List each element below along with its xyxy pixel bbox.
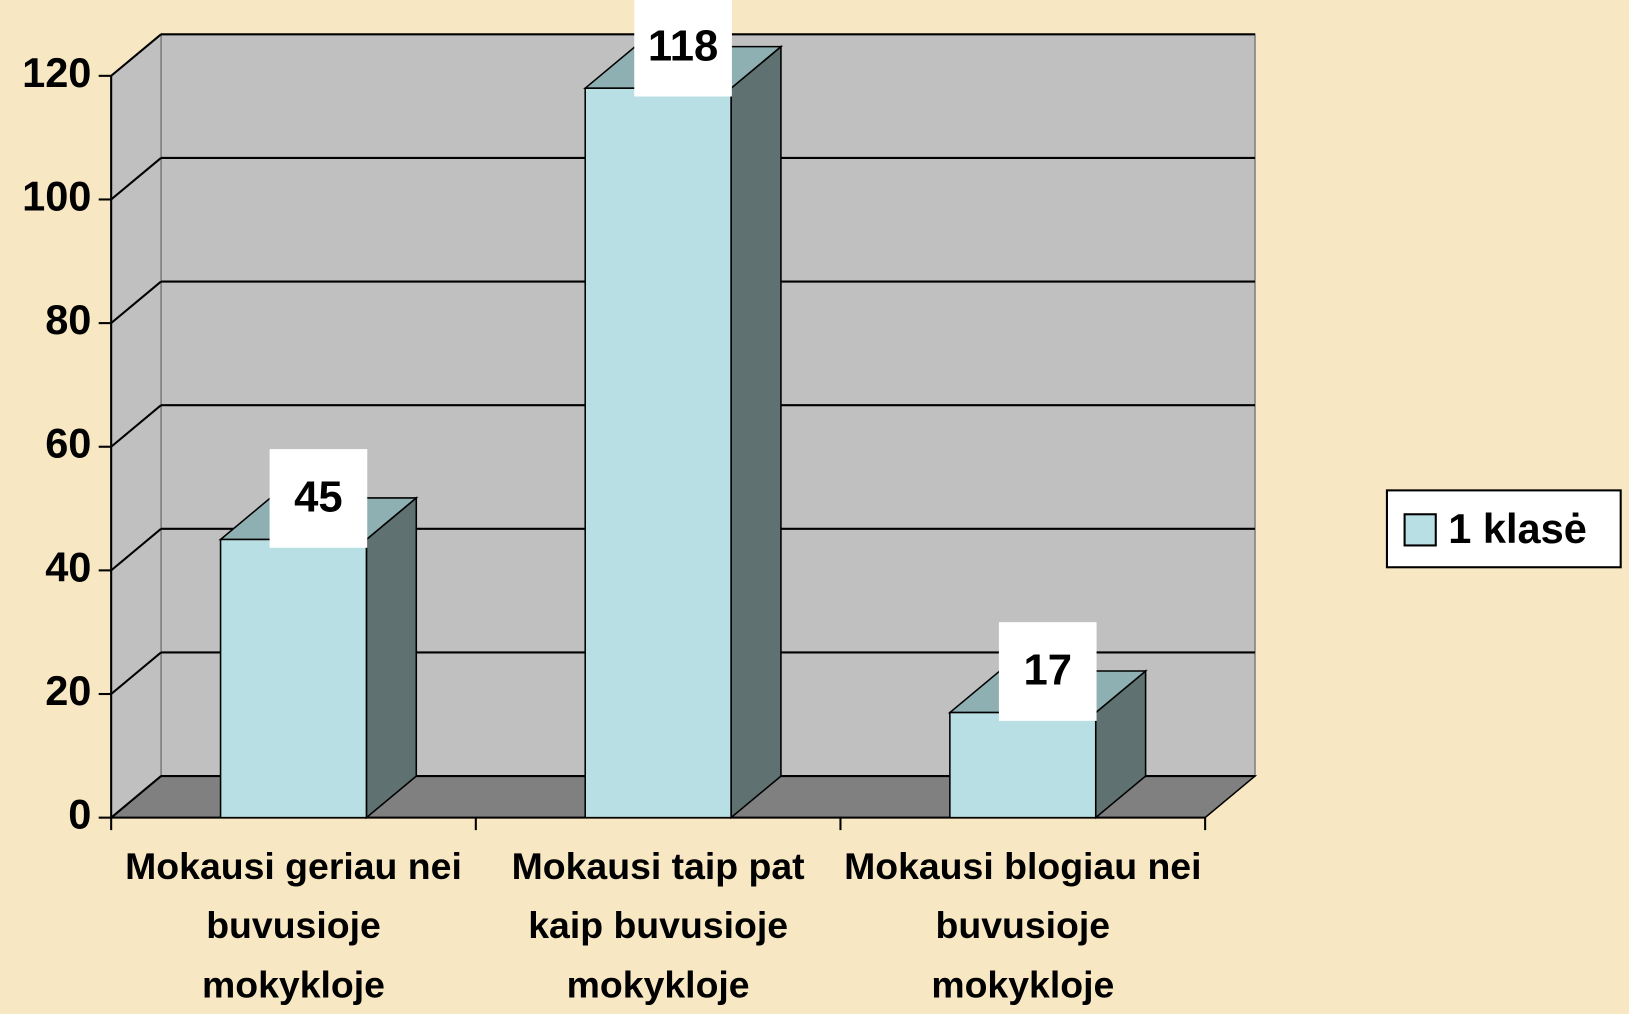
value-label-box — [998, 622, 1097, 721]
y-tick-label: 80 — [45, 296, 91, 343]
grid-line-side — [110, 280, 162, 324]
grid-line-side — [110, 775, 162, 819]
value-label-box — [634, 0, 732, 97]
grid-line-side — [110, 528, 162, 572]
grid-line-side — [110, 651, 162, 695]
y-tick-label: 40 — [45, 543, 91, 590]
bar-side — [730, 44, 782, 820]
value-label: 45 — [294, 474, 343, 522]
x-tick-label: Mokausi blogiau nei buvusioje mokykloje — [844, 844, 1202, 1006]
x-tick-label-box: Mokausi blogiau nei buvusioje mokykloje — [844, 844, 1202, 1006]
value-label: 118 — [648, 22, 718, 70]
x-tick-label: Mokausi geriau nei buvusioje mokykloje — [125, 844, 462, 1006]
bar-side — [365, 496, 418, 820]
y-tick-label: 100 — [22, 172, 91, 219]
x-tick-label: Mokausi taip pat kaip buvusioje mokykloj… — [511, 844, 805, 1006]
bar — [583, 44, 784, 820]
legend-swatch — [1403, 513, 1437, 547]
y-tick-label: 0 — [68, 791, 91, 838]
grid-line-side — [110, 157, 162, 201]
legend-label: 1 klasė — [1448, 505, 1587, 552]
x-tick-label-box: Mokausi geriau nei buvusioje mokykloje — [125, 844, 462, 1006]
value-label-box — [269, 449, 368, 548]
grid-line-side — [110, 33, 162, 77]
bar — [947, 669, 1148, 820]
value-label: 17 — [1023, 647, 1072, 695]
y-tick-label: 20 — [45, 667, 91, 714]
bar-front — [584, 87, 732, 819]
y-tick-label: 120 — [22, 49, 91, 96]
bar-front — [949, 711, 1097, 819]
grid-line-side — [110, 404, 162, 448]
x-tick-label-box: Mokausi taip pat kaip buvusioje mokykloj… — [511, 844, 805, 1006]
y-tick-label: 60 — [45, 420, 91, 467]
bar-front — [219, 538, 368, 819]
